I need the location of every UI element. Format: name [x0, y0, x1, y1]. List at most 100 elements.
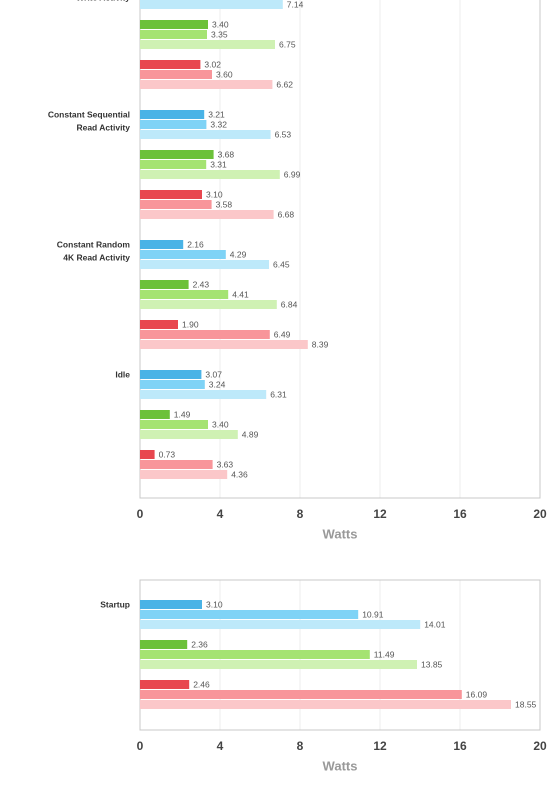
value-label: 4.41: [232, 289, 249, 299]
value-label: 14.01: [424, 619, 446, 629]
x-axis-title: Watts: [323, 758, 358, 773]
x-tick-label: 12: [373, 739, 387, 753]
x-tick-label: 4: [217, 507, 224, 521]
x-tick-label: 20: [533, 739, 547, 753]
category-label: Write Activity: [76, 0, 130, 2]
bar: [140, 190, 202, 199]
value-label: 0.73: [159, 449, 176, 459]
bar: [140, 250, 226, 259]
bar: [140, 690, 462, 699]
bar: [140, 610, 359, 619]
x-tick-label: 16: [453, 739, 467, 753]
bar: [140, 650, 370, 659]
value-label: 6.45: [273, 259, 290, 269]
bar: [140, 0, 283, 9]
bar: [140, 460, 213, 469]
bar: [140, 130, 271, 139]
category-label: Constant Random: [57, 239, 131, 249]
bar: [140, 620, 421, 629]
value-label: 16.09: [466, 689, 488, 699]
value-label: 6.75: [279, 39, 296, 49]
value-label: 18.55: [515, 699, 537, 709]
value-label: 3.35: [211, 29, 228, 39]
value-label: 8.39: [312, 339, 329, 349]
x-tick-label: 4: [217, 739, 224, 753]
category-label: 4K Read Activity: [63, 252, 130, 262]
bar: [140, 380, 205, 389]
category-label: Constant Sequential: [48, 109, 130, 119]
value-label: 2.43: [193, 279, 210, 289]
bar: [140, 320, 178, 329]
value-label: 3.31: [210, 159, 227, 169]
bar: [140, 660, 417, 669]
x-axis-title: Watts: [323, 526, 358, 541]
value-label: 6.62: [276, 79, 293, 89]
bar: [140, 240, 184, 249]
value-label: 2.46: [193, 679, 210, 689]
x-tick-label: 0: [137, 739, 144, 753]
value-label: 2.16: [187, 239, 204, 249]
bar: [140, 340, 308, 349]
bar: [140, 210, 274, 219]
bar: [140, 680, 190, 689]
value-label: 3.07: [205, 369, 222, 379]
value-label: 3.63: [217, 459, 234, 469]
bar: [140, 330, 270, 339]
bar: [140, 470, 228, 479]
bar: [140, 110, 205, 119]
value-label: 3.10: [206, 599, 223, 609]
x-tick-label: 8: [297, 507, 304, 521]
value-label: 4.29: [230, 249, 247, 259]
bar: [140, 410, 170, 419]
value-label: 3.21: [208, 109, 225, 119]
bar: [140, 40, 275, 49]
value-label: 3.02: [204, 59, 221, 69]
value-label: 3.58: [216, 199, 233, 209]
x-tick-label: 16: [453, 507, 467, 521]
bar: [140, 200, 212, 209]
bar: [140, 430, 238, 439]
category-label: Idle: [115, 369, 130, 379]
value-label: 3.10: [206, 189, 223, 199]
value-label: 6.53: [275, 129, 292, 139]
x-tick-label: 8: [297, 739, 304, 753]
value-label: 7.14: [287, 0, 304, 9]
bar: [140, 120, 207, 129]
bar: [140, 640, 188, 649]
bar: [140, 390, 267, 399]
bar: [140, 290, 229, 299]
bar: [140, 300, 277, 309]
bar: [140, 700, 511, 709]
value-label: 3.68: [218, 149, 235, 159]
value-label: 10.91: [362, 609, 384, 619]
x-tick-label: 20: [533, 507, 547, 521]
value-label: 11.49: [374, 649, 395, 659]
bar: [140, 420, 208, 429]
value-label: 6.84: [281, 299, 298, 309]
value-label: 13.85: [421, 659, 443, 669]
bar: [140, 260, 269, 269]
value-label: 6.99: [284, 169, 301, 179]
bar: [140, 600, 202, 609]
value-label: 4.89: [242, 429, 259, 439]
bar: [140, 170, 280, 179]
value-label: 4.36: [231, 469, 248, 479]
bar: [140, 150, 214, 159]
bar: [140, 280, 189, 289]
bar: [140, 30, 207, 39]
bar: [140, 20, 208, 29]
value-label: 3.32: [210, 119, 227, 129]
value-label: 6.49: [274, 329, 291, 339]
category-label: Startup: [100, 599, 130, 609]
category-label: Read Activity: [76, 122, 130, 132]
value-label: 1.90: [182, 319, 199, 329]
bar: [140, 80, 273, 89]
bar: [140, 370, 202, 379]
value-label: 3.24: [209, 379, 226, 389]
value-label: 6.31: [270, 389, 287, 399]
x-tick-label: 0: [137, 507, 144, 521]
bar: [140, 160, 207, 169]
value-label: 3.60: [216, 69, 233, 79]
